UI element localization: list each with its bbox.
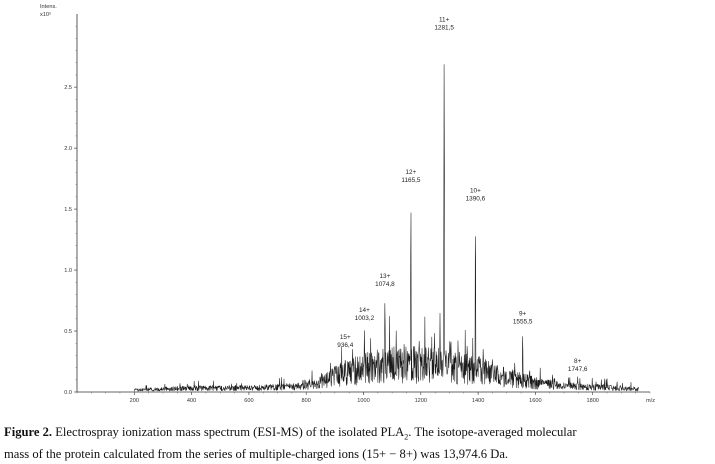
- spectrum-trace: [134, 64, 639, 392]
- y-axis-unit: x10⁵: [40, 11, 51, 18]
- caption-subscript: 2: [404, 432, 409, 442]
- peak-mz-label: 1281,5: [434, 25, 454, 32]
- peak-charge-label: 12+: [405, 169, 416, 176]
- y-tick-label: 2.0: [64, 146, 72, 152]
- x-tick-label: 1400: [472, 398, 484, 404]
- peak-mz-label: 1003,2: [355, 315, 375, 322]
- peak-charge-label: 8+: [574, 358, 582, 365]
- peak-charge-label: 15+: [340, 334, 351, 341]
- x-tick-label: 400: [187, 398, 196, 404]
- peak-charge-label: 14+: [359, 307, 370, 314]
- y-axis-title: Intens.: [40, 4, 57, 10]
- peak-labels-group: 15+936,4 14+1003,2 13+1074,8 12+1165,5 11+12…: [337, 17, 588, 373]
- peak-mz-label: 1074,8: [375, 281, 395, 288]
- y-tick-label: 0.0: [64, 390, 72, 396]
- caption-text-1: Electrospray ionization mass spectrum (E…: [52, 425, 405, 439]
- peak-mz-label: 936,4: [337, 342, 353, 349]
- peak-charge-label: 10+: [470, 187, 481, 194]
- peak-mz-label: 1390,6: [466, 195, 486, 202]
- peak-charge-label: 11+: [439, 17, 450, 24]
- caption-line-1: Figure 2. Electrospray ionization mass s…: [4, 424, 712, 446]
- peak-charge-label: 13+: [380, 273, 391, 280]
- peak-mz-label: 1165,5: [401, 177, 421, 184]
- y-tick-label: 1.0: [64, 268, 72, 274]
- mass-spectrum-chart: 0.0 0.5 1.0 1.5 2.0 2.5 200 400 600 800 1000 1200 14…: [40, 4, 655, 404]
- x-axis-title: m/z: [646, 398, 655, 404]
- caption-text-1-tail: . The isotope-averaged molecular: [408, 425, 577, 439]
- peak-mz-label: 1747,6: [568, 366, 588, 373]
- y-tick-label: 0.5: [64, 329, 72, 335]
- chart-axes: 0.0 0.5 1.0 1.5 2.0 2.5 200 400 600 800 1000 1200 14…: [40, 4, 655, 404]
- x-tick-label: 1200: [415, 398, 427, 404]
- x-tick-label: 600: [244, 398, 253, 404]
- y-tick-label: 2.5: [64, 85, 72, 91]
- figure-caption: Figure 2. Electrospray ionization mass s…: [4, 424, 712, 463]
- x-tick-label: 800: [302, 398, 311, 404]
- x-tick-label: 1600: [529, 398, 541, 404]
- caption-line-2: mass of the protein calculated from the …: [4, 446, 509, 461]
- peak-charge-label: 9+: [519, 311, 527, 318]
- y-tick-label: 1.5: [64, 207, 72, 213]
- peak-mz-label: 1555,5: [513, 319, 533, 326]
- x-tick-label: 200: [130, 398, 139, 404]
- spectrum-trace-group: [134, 64, 639, 392]
- x-tick-label: 1800: [586, 398, 598, 404]
- caption-figure-label: Figure 2.: [4, 425, 53, 439]
- x-tick-label: 1000: [357, 398, 369, 404]
